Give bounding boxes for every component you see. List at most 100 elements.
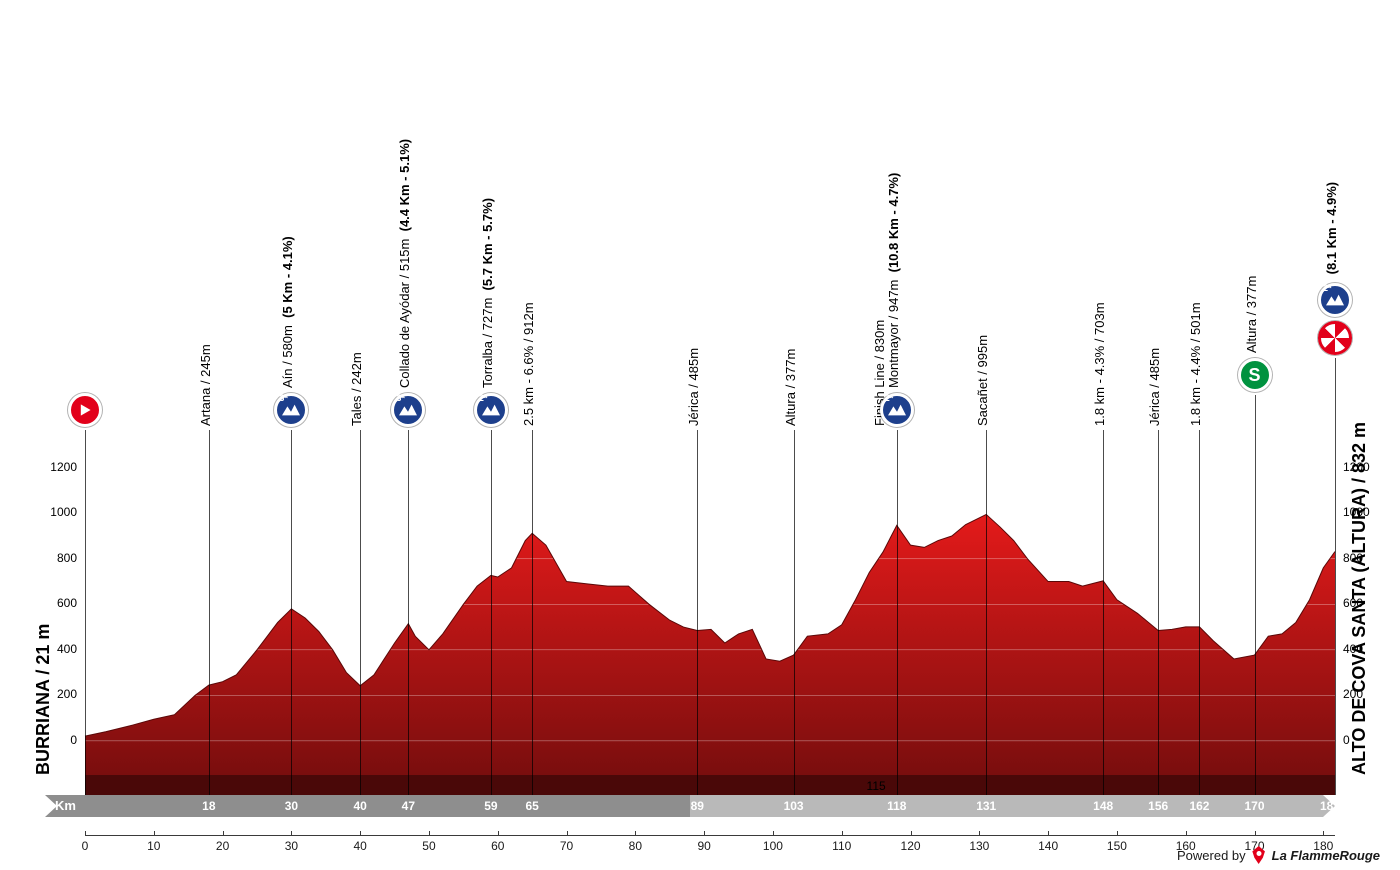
x-tick [1323, 831, 1324, 836]
y-tick-right: 0 [1343, 733, 1383, 747]
start-icon [68, 393, 102, 427]
marker-label: 2.5 km - 6.6% / 912m [521, 302, 536, 426]
marker-line [291, 430, 292, 795]
km-marker: 18 [202, 799, 215, 813]
km-marker: 40 [353, 799, 366, 813]
mountain-icon: 2ª [880, 393, 914, 427]
marker-line [1335, 358, 1336, 795]
marker-label: Torralba / 727m (5.7 Km - 5.7%) [480, 198, 495, 388]
y-tick-left: 800 [37, 551, 77, 565]
x-tick [979, 831, 980, 836]
marker-label: Montmayor / 947m (10.8 Km - 4.7%) [886, 173, 901, 388]
x-tick [498, 831, 499, 836]
y-tick-right: 400 [1343, 642, 1383, 656]
marker-line [532, 430, 533, 795]
x-tick [154, 831, 155, 836]
y-tick-right: 1200 [1343, 460, 1383, 474]
x-tick-label: 120 [901, 839, 921, 853]
marker-label: (8.1 Km - 4.9%) [1324, 182, 1339, 278]
x-tick [429, 831, 430, 836]
marker-label: Collado de Ayódar / 515m (4.4 Km - 5.1%) [397, 139, 412, 388]
x-tick-label: 10 [147, 839, 160, 853]
marker-line [1103, 430, 1104, 795]
marker-label: 1.8 km - 4.4% / 501m [1188, 302, 1203, 426]
x-tick-label: 20 [216, 839, 229, 853]
x-tick-label: 80 [629, 839, 642, 853]
marker-line [897, 430, 898, 795]
x-tick [704, 831, 705, 836]
marker-line [794, 430, 795, 795]
x-tick [291, 831, 292, 836]
marker-line [986, 430, 987, 795]
mountain-icon: 2ª [1318, 283, 1352, 317]
y-tick-left: 0 [37, 733, 77, 747]
marker-line [1158, 430, 1159, 795]
km-marker: 170 [1244, 799, 1264, 813]
km-marker: 59 [484, 799, 497, 813]
finish-icon [1318, 321, 1352, 355]
profile-area [0, 0, 1400, 870]
km-marker: 103 [784, 799, 804, 813]
x-tick [1117, 831, 1118, 836]
km-bar-title: Km [55, 798, 76, 813]
marker-label: Jérica / 485m [1147, 348, 1162, 426]
y-tick-left: 400 [37, 642, 77, 656]
x-tick [1186, 831, 1187, 836]
marker-line [360, 430, 361, 795]
x-tick [773, 831, 774, 836]
x-tick-label: 60 [491, 839, 504, 853]
y-tick-left: 200 [37, 687, 77, 701]
marker-label: Altura / 377m [1244, 276, 1259, 353]
marker-label: 1.8 km - 4.3% / 703m [1092, 302, 1107, 426]
x-tick-label: 70 [560, 839, 573, 853]
marker-line [408, 430, 409, 795]
km-marker: 47 [402, 799, 415, 813]
elevation-profile-chart: BURRIANA / 21 m ALTO DE COVA SANTA (ALTU… [0, 0, 1400, 870]
km-marker: 118 [887, 799, 906, 813]
x-tick [223, 831, 224, 836]
marker-line [697, 430, 698, 795]
x-tick-label: 140 [1038, 839, 1058, 853]
km-marker: 131 [976, 799, 996, 813]
marker-label: Altura / 377m [783, 349, 798, 426]
km-marker: 162 [1189, 799, 1209, 813]
marker-label: Tales / 242m [349, 352, 364, 426]
km-marker: 65 [525, 799, 538, 813]
x-tick-label: 90 [697, 839, 710, 853]
km-midpoint: 115 [867, 779, 886, 793]
x-tick-label: 100 [763, 839, 783, 853]
km-marker: 181,7 [1320, 799, 1350, 813]
marker-line [491, 430, 492, 795]
marker-label: Artana / 245m [198, 344, 213, 426]
marker-line [1199, 430, 1200, 795]
x-tick [842, 831, 843, 836]
y-tick-left: 1000 [37, 505, 77, 519]
km-marker: 89 [691, 799, 704, 813]
x-tick-label: 40 [353, 839, 366, 853]
x-tick [635, 831, 636, 836]
footer-credit: Powered by La FlammeRouge [1177, 846, 1380, 864]
x-tick [85, 831, 86, 836]
y-tick-right: 800 [1343, 551, 1383, 565]
marker-line [209, 430, 210, 795]
x-tick-label: 110 [832, 839, 851, 853]
mountain-icon: 2ª [474, 393, 508, 427]
km-marker: 30 [285, 799, 298, 813]
marker-line [1255, 395, 1256, 795]
marker-label: Aín / 580m (5 Km - 4.1%) [280, 236, 295, 388]
marker-label: Sacañet / 995m [975, 335, 990, 426]
pin-icon [1252, 846, 1266, 864]
y-tick-left: 600 [37, 596, 77, 610]
x-tick-label: 50 [422, 839, 435, 853]
marker-line [85, 430, 86, 795]
marker-label: Jérica / 485m [686, 348, 701, 426]
y-tick-left: 1200 [37, 460, 77, 474]
x-tick [1048, 831, 1049, 836]
y-tick-right: 600 [1343, 596, 1383, 610]
x-tick [567, 831, 568, 836]
km-marker: 156 [1148, 799, 1168, 813]
x-tick [360, 831, 361, 836]
x-tick-label: 150 [1107, 839, 1127, 853]
y-tick-right: 1000 [1343, 505, 1383, 519]
x-axis-line [85, 835, 1335, 836]
